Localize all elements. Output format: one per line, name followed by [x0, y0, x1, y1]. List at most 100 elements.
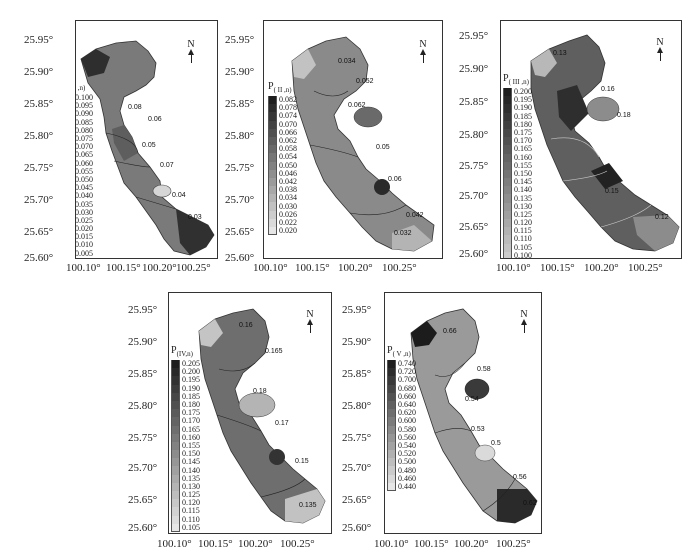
x-tick: 100.25° — [628, 262, 663, 274]
legend-item: 0.140 — [503, 186, 532, 195]
legend-value: 0.185 — [514, 111, 532, 121]
legend-swatch — [503, 251, 512, 258]
y-tick: 25.80° — [128, 400, 158, 412]
legend-swatch — [387, 384, 396, 393]
x-tick: 100.10° — [496, 262, 531, 274]
legend-value: 0.115 — [182, 506, 200, 516]
legend-value: 0.020 — [75, 224, 93, 234]
legend-swatch — [387, 409, 396, 418]
legend-swatch — [171, 499, 180, 508]
legend-item: 0.022 — [268, 217, 297, 227]
legend-item: 0.125 — [171, 491, 200, 500]
legend-item: 0.130 — [171, 482, 200, 491]
legend-item: 0.175 — [503, 129, 532, 138]
legend-item: 0.015 — [76, 233, 93, 241]
legend-item: 0.026 — [268, 210, 297, 219]
legend-item: 0.185 — [503, 111, 532, 121]
legend-swatch — [268, 210, 277, 219]
legend: P(IV,n) 0.205 0.200 0.195 0.190 0.185 0.180 0.1… — [171, 345, 200, 532]
legend-swatch — [387, 368, 396, 377]
legend-value: 0.480 — [398, 465, 416, 475]
legend-item: 0.125 — [503, 210, 532, 219]
legend-swatch — [387, 376, 396, 385]
legend-item: 0.155 — [503, 161, 532, 170]
legend-value: 0.042 — [279, 176, 297, 186]
legend-swatch — [503, 186, 512, 195]
legend-value: 0.010 — [75, 240, 93, 250]
north-arrow: N — [416, 39, 430, 63]
legend-value: 0.680 — [398, 383, 416, 393]
legend-value: 0.145 — [514, 177, 532, 187]
x-tick: 100.25° — [176, 262, 211, 274]
legend-value: 0.078 — [279, 103, 297, 113]
legend-item: 0.560 — [387, 433, 416, 442]
legend-value: 0.022 — [279, 217, 297, 227]
legend-value: 0.005 — [75, 248, 93, 258]
y-tick: 25.85° — [128, 368, 158, 380]
contour-label: 0.05 — [376, 144, 390, 151]
legend-swatch — [171, 400, 180, 410]
legend-value: 0.195 — [182, 375, 200, 385]
legend-value: 0.145 — [182, 457, 200, 467]
legend-swatch — [268, 112, 277, 121]
legend-swatch — [503, 161, 512, 170]
contour-label: 0.032 — [394, 230, 412, 237]
north-arrow: N — [517, 309, 531, 333]
legend-item: 0.720 — [387, 368, 416, 377]
legend-item: 0.175 — [171, 409, 200, 418]
y-tick: 25.80° — [342, 400, 372, 412]
legend-value: 0.110 — [182, 514, 200, 524]
legend-value: 0.600 — [398, 416, 416, 426]
contour-label: 0.062 — [348, 102, 366, 109]
legend-item: 0.660 — [387, 392, 416, 401]
legend-item: 0.440 — [387, 482, 416, 491]
legend-item: 0.060 — [76, 159, 93, 168]
legend-item: 0.195 — [171, 375, 200, 385]
legend-item: 0.045 — [76, 184, 93, 192]
legend-swatch — [503, 194, 512, 203]
legend-value: 0.075 — [75, 134, 93, 144]
contour-label: 0.54 — [465, 396, 479, 403]
legend-swatch — [171, 491, 180, 500]
legend-swatch — [268, 96, 277, 105]
legend-value: 0.090 — [75, 109, 93, 119]
legend-value: 0.165 — [514, 144, 532, 154]
legend-value: 0.200 — [514, 87, 532, 97]
legend-title: P( I ,n) — [76, 84, 86, 92]
legend-value: 0.066 — [279, 127, 297, 137]
legend: P( I ,n)0.1000.0950.0900.0850.0800.0750.… — [75, 79, 93, 258]
legend-item: 0.180 — [503, 120, 532, 129]
legend-item: 0.520 — [387, 450, 416, 459]
y-tick: 25.90° — [225, 66, 255, 78]
contour-label: 0.18 — [617, 112, 631, 119]
legend-item: 0.082 — [268, 96, 297, 105]
map-frame: 0.034 0.052 0.062 0.05 0.06 0.042 0.032 N P( I… — [263, 20, 443, 259]
y-tick: 25.80° — [24, 130, 54, 142]
legend-item: 0.065 — [75, 150, 93, 160]
legend-value: 0.080 — [75, 125, 93, 135]
legend-item: 0.038 — [268, 186, 297, 195]
legend-value: 0.190 — [182, 383, 200, 393]
legend-swatch — [268, 128, 277, 137]
y-tick: 25.85° — [225, 98, 255, 110]
legend-value: 0.030 — [75, 207, 93, 217]
legend-swatch — [387, 474, 396, 483]
y-tick: 25.95° — [24, 34, 54, 46]
legend-swatch — [387, 458, 396, 467]
legend-swatch — [171, 433, 180, 442]
legend-swatch — [503, 104, 512, 113]
legend-value: 0.120 — [514, 218, 532, 228]
legend-value: 0.020 — [279, 226, 297, 236]
y-tick: 25.65° — [225, 226, 255, 238]
legend-swatch — [171, 458, 180, 467]
legend-swatch — [387, 450, 396, 459]
legend-title: P( V ,n) — [387, 345, 411, 358]
legend-swatch — [387, 482, 396, 491]
legend-swatch — [387, 360, 396, 369]
legend-swatch — [503, 243, 512, 252]
legend-value: 0.155 — [182, 440, 200, 450]
y-tick: 25.65° — [24, 226, 54, 238]
legend-value: 0.065 — [75, 150, 93, 160]
legend-value: 0.115 — [514, 226, 532, 236]
y-tick: 25.70° — [24, 194, 54, 206]
